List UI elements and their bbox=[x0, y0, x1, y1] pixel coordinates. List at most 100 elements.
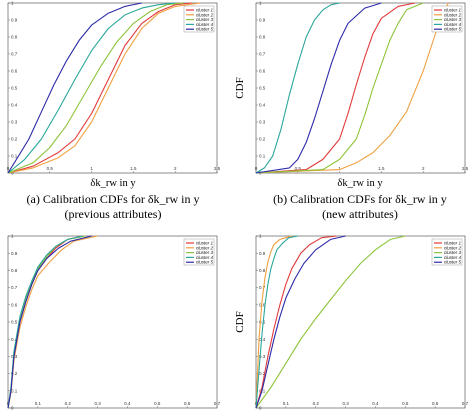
y-tick-label: 0.1 bbox=[11, 154, 18, 159]
y-tick-label: 0.9 bbox=[11, 18, 18, 23]
y-tick-label: 0.8 bbox=[259, 35, 266, 40]
series-line-5 bbox=[255, 2, 382, 174]
y-tick-label: 0 bbox=[11, 406, 14, 411]
series-line-3 bbox=[255, 235, 406, 409]
legend-label: cluster 1 bbox=[444, 241, 462, 246]
x-tick-label: 2 bbox=[174, 166, 177, 171]
x-tick-label: 0.1 bbox=[35, 401, 42, 406]
caption-b-line1: (b) Calibration CDFs for δk_rw in y bbox=[273, 192, 447, 206]
y-tick-label: 0.8 bbox=[259, 268, 266, 273]
y-axis-label-d: CDF bbox=[234, 311, 246, 332]
y-tick-label: 0.2 bbox=[259, 137, 266, 142]
legend-label: cluster 5 bbox=[196, 260, 214, 265]
series-line-3 bbox=[255, 2, 424, 174]
y-tick-label: 0 bbox=[11, 171, 14, 176]
legend-label: cluster 2 bbox=[444, 12, 462, 17]
y-tick-label: 0.9 bbox=[11, 251, 18, 256]
y-tick-label: 0.1 bbox=[259, 154, 266, 159]
y-tick-label: 0.7 bbox=[11, 52, 18, 57]
x-tick-label: 0.5 bbox=[47, 166, 54, 171]
x-tick-label: 0.3 bbox=[342, 401, 349, 406]
y-tick-label: 0.4 bbox=[259, 103, 266, 108]
caption-a-line2: (previous attributes) bbox=[65, 207, 162, 221]
y-tick-label: 0.4 bbox=[11, 337, 18, 342]
y-tick-label: 0.9 bbox=[259, 251, 266, 256]
x-tick-label: 1.5 bbox=[130, 166, 137, 171]
legend-label: cluster 2 bbox=[196, 12, 214, 17]
y-tick-label: 0.8 bbox=[11, 268, 18, 273]
y-axis-label-b: CDF bbox=[234, 77, 246, 98]
x-tick-label: 0.2 bbox=[65, 401, 72, 406]
y-tick-label: 0.4 bbox=[259, 337, 266, 342]
y-tick-label: 0.7 bbox=[11, 285, 18, 290]
legend-label: cluster 4 bbox=[196, 255, 214, 260]
y-tick-label: 0.3 bbox=[11, 120, 18, 125]
series-line-2 bbox=[255, 235, 292, 409]
y-tick-label: 0.5 bbox=[11, 86, 18, 91]
y-tick-label: 0.4 bbox=[11, 103, 18, 108]
x-tick-label: 0.5 bbox=[295, 166, 302, 171]
series-line-2 bbox=[255, 2, 449, 174]
x-tick-label: 0.2 bbox=[313, 401, 320, 406]
legend-label: cluster 4 bbox=[196, 22, 214, 27]
y-tick-label: 0.9 bbox=[259, 18, 266, 23]
x-tick-label: 0.6 bbox=[184, 401, 191, 406]
series-line-1 bbox=[7, 2, 192, 174]
x-axis-label-a: δk_rw in y bbox=[90, 178, 136, 189]
series-line-5 bbox=[7, 2, 142, 174]
x-tick-label: 0.1 bbox=[283, 401, 290, 406]
x-tick-label: 1 bbox=[90, 166, 93, 171]
x-tick-label: 0 bbox=[7, 166, 10, 171]
legend-label: cluster 4 bbox=[444, 255, 462, 260]
y-tick-label: 1 bbox=[259, 1, 262, 6]
x-tick-label: 0 bbox=[255, 166, 258, 171]
y-tick-label: 1 bbox=[11, 234, 14, 239]
y-tick-label: 0.7 bbox=[259, 52, 266, 57]
legend-label: cluster 1 bbox=[196, 241, 214, 246]
x-tick-label: 0.4 bbox=[372, 401, 379, 406]
y-tick-label: 0.3 bbox=[259, 120, 266, 125]
x-tick-label: 0.5 bbox=[154, 401, 161, 406]
legend-label: cluster 1 bbox=[196, 8, 214, 13]
x-tick-label: 0.6 bbox=[432, 401, 439, 406]
legend-label: cluster 3 bbox=[196, 250, 214, 255]
y-tick-label: 0.6 bbox=[259, 302, 266, 307]
plot-area bbox=[7, 2, 218, 174]
plot-area bbox=[255, 235, 466, 409]
series-line-2 bbox=[7, 2, 201, 174]
legend-label: cluster 5 bbox=[444, 27, 462, 32]
y-tick-label: 0.6 bbox=[259, 69, 266, 74]
series-line-5 bbox=[7, 235, 92, 409]
x-tick-label: 1 bbox=[338, 166, 341, 171]
legend-label: cluster 3 bbox=[196, 17, 214, 22]
x-tick-label: 2 bbox=[422, 166, 425, 171]
y-tick-label: 0.2 bbox=[11, 371, 18, 376]
legend-label: cluster 4 bbox=[444, 22, 462, 27]
y-tick-label: 0.3 bbox=[259, 354, 266, 359]
caption-b-line2: (new attributes) bbox=[322, 207, 398, 221]
x-tick-label: 2.5 bbox=[462, 166, 469, 171]
y-tick-label: 0.5 bbox=[11, 320, 18, 325]
y-tick-label: 0.2 bbox=[259, 371, 266, 376]
legend-label: cluster 2 bbox=[444, 245, 462, 250]
series-line-1 bbox=[255, 2, 415, 174]
legend-label: cluster 5 bbox=[444, 260, 462, 265]
panel-a: 0 0.1 0.2 0.3 0.4 0.5 0.6 0.7 0.8 0.9 1 0 0.5 1 1.5 2 2.… bbox=[7, 1, 221, 176]
x-tick-label: 0.3 bbox=[94, 401, 101, 406]
y-tick-label: 0.8 bbox=[11, 35, 18, 40]
panel-b: 00.10.20.30.40.50.60.70.80.910 0.5 1 1.5 2 2.… bbox=[255, 1, 469, 176]
series-line-3 bbox=[7, 2, 184, 174]
x-tick-label: 1.5 bbox=[378, 166, 385, 171]
series-line-5 bbox=[255, 235, 346, 409]
x-tick-label: 0.5 bbox=[402, 401, 409, 406]
y-tick-label: 0.5 bbox=[259, 86, 266, 91]
series-line-4 bbox=[255, 235, 298, 409]
y-tick-label: 0.1 bbox=[11, 388, 18, 393]
caption-a-line1: (a) Calibration CDFs for δk_rw in y bbox=[27, 192, 200, 206]
panel-c: 00.10.20.30.40.50.60.70.80.910 0.1 0.2 0.3 0… bbox=[7, 234, 221, 411]
y-tick-label: 1 bbox=[11, 1, 14, 6]
x-tick-label: 0.7 bbox=[214, 401, 221, 406]
x-tick-label: 2.5 bbox=[214, 166, 221, 171]
legend-label: cluster 5 bbox=[196, 27, 214, 32]
